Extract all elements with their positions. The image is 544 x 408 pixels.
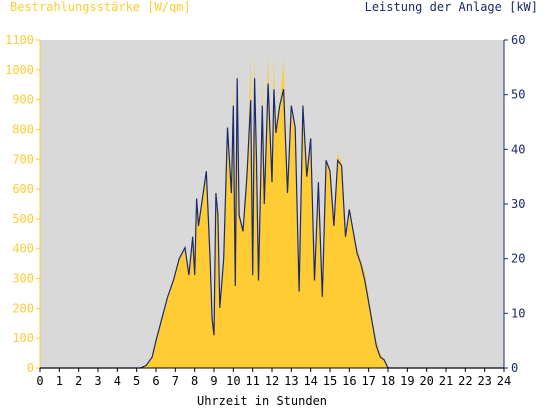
left-tick-label: 400 [12, 242, 34, 256]
x-tick-label: 9 [210, 374, 217, 388]
x-tick-label: 1 [56, 374, 63, 388]
x-tick-label: 15 [323, 374, 337, 388]
x-tick-label: 5 [133, 374, 140, 388]
x-tick-label: 12 [265, 374, 279, 388]
x-tick-label: 17 [361, 374, 375, 388]
x-ticks: 0 1 2 3 4 5 6 7 8 9 10 11 12 13 14 15 16 17 18 19 20 21 22 23 24 [36, 368, 511, 388]
right-tick-label: 20 [511, 252, 525, 266]
x-tick-label: 24 [497, 374, 511, 388]
left-axis-title: Bestrahlungsstärke [W/qm] [10, 0, 191, 14]
x-tick-label: 21 [439, 374, 453, 388]
x-tick-label: 22 [458, 374, 472, 388]
left-tick-label: 600 [12, 182, 34, 196]
x-tick-label: 23 [477, 374, 491, 388]
x-tick-label: 7 [172, 374, 179, 388]
power-line [40, 78, 504, 369]
x-tick-label: 14 [303, 374, 317, 388]
irradiance-area [40, 51, 504, 369]
x-tick-label: 4 [114, 374, 121, 388]
left-tick-label: 0 [27, 361, 34, 375]
right-tick-label: 40 [511, 142, 525, 156]
right-tick-label: 50 [511, 88, 525, 102]
left-tick-label: 900 [12, 93, 34, 107]
left-tick-label: 1100 [5, 33, 34, 47]
x-tick-label: 2 [75, 374, 82, 388]
left-tick-label: 500 [12, 212, 34, 226]
right-ticks: 0 10 20 30 40 50 60 [504, 33, 525, 375]
x-tick-label: 3 [94, 374, 101, 388]
left-tick-label: 200 [12, 301, 34, 315]
right-tick-label: 30 [511, 197, 525, 211]
x-tick-label: 10 [226, 374, 240, 388]
right-tick-label: 10 [511, 306, 525, 320]
x-tick-label: 6 [152, 374, 159, 388]
x-axis-title: Uhrzeit in Stunden [197, 394, 327, 408]
x-tick-label: 18 [381, 374, 395, 388]
left-tick-label: 800 [12, 122, 34, 136]
right-tick-label: 60 [511, 33, 525, 47]
left-ticks: 0 100 200 300 400 500 600 700 800 900 1000 1100 [5, 33, 40, 375]
x-tick-label: 20 [419, 374, 433, 388]
x-tick-label: 8 [191, 374, 198, 388]
right-axis-title: Leistung der Anlage [kW] [365, 0, 538, 14]
left-tick-label: 300 [12, 272, 34, 286]
right-tick-label: 0 [511, 361, 518, 375]
left-tick-label: 1000 [5, 63, 34, 77]
x-tick-label: 19 [400, 374, 414, 388]
left-tick-label: 100 [12, 331, 34, 345]
x-tick-label: 16 [342, 374, 356, 388]
left-tick-label: 700 [12, 152, 34, 166]
x-tick-label: 11 [245, 374, 259, 388]
x-tick-label: 13 [284, 374, 298, 388]
x-tick-label: 0 [36, 374, 43, 388]
